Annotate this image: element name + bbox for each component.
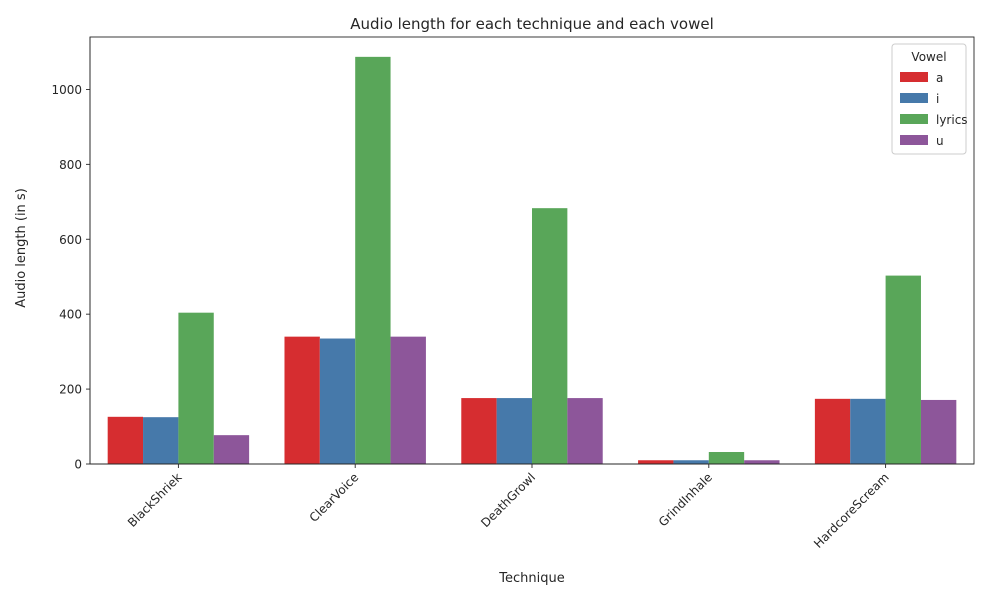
bar-deathgrowl-i xyxy=(496,398,532,464)
y-axis-label: Audio length (in s) xyxy=(14,188,29,308)
legend-swatch-lyrics xyxy=(900,114,928,124)
bar-deathgrowl-lyrics xyxy=(532,208,568,464)
bar-blackshriek-lyrics xyxy=(178,312,214,464)
legend-label-a: a xyxy=(936,71,943,85)
bar-clearvoice-a xyxy=(284,336,320,464)
legend-swatch-u xyxy=(900,135,928,145)
legend-box xyxy=(891,43,967,155)
legend-swatch-i xyxy=(900,93,928,103)
y-tick-label: 600 xyxy=(59,233,82,247)
bar-grindinhale-u xyxy=(744,460,780,464)
bar-grindinhale-lyrics xyxy=(708,452,745,464)
legend-title: Vowel xyxy=(911,50,946,64)
x-axis-label: Technique xyxy=(498,571,564,586)
legend-label-u: u xyxy=(936,134,944,148)
x-axis: BlackShriek ClearVoice DeathGrowl GrindInha… xyxy=(90,463,974,551)
bar-blackshriek-i xyxy=(143,417,179,464)
bar-blackshriek-u xyxy=(213,435,250,464)
x-tick-label: BlackShriek xyxy=(125,470,185,530)
bar-clearvoice-u xyxy=(390,336,426,464)
bar-hardcorescream-u xyxy=(920,399,957,464)
bar-blackshriek-a xyxy=(107,416,144,464)
y-tick-label: 400 xyxy=(59,308,82,322)
legend-swatch-a xyxy=(900,72,928,82)
legend-label-lyrics: lyrics xyxy=(936,113,968,127)
x-tick-label: HardcoreScream xyxy=(811,470,892,551)
chart-title: Audio length for each technique and each… xyxy=(350,15,714,33)
bar-deathgrowl-a xyxy=(461,398,497,464)
bar-clearvoice-lyrics xyxy=(355,56,391,464)
legend: Vowel ai lyrics u xyxy=(891,43,968,155)
x-tick-label: ClearVoice xyxy=(307,470,362,525)
x-tick-label: GrindInhale xyxy=(656,470,715,529)
bar-hardcorescream-i xyxy=(850,398,886,464)
y-tick-label: 800 xyxy=(59,158,82,172)
bar-deathgrowl-u xyxy=(567,398,603,464)
y-tick-label: 0 xyxy=(74,458,82,472)
bar-grindinhale-a xyxy=(638,460,674,464)
legend-label-i: i xyxy=(936,92,939,106)
bar-grindinhale-i xyxy=(673,460,709,464)
y-tick-label: 200 xyxy=(59,383,82,397)
bar-hardcorescream-lyrics xyxy=(885,275,921,464)
y-tick-label: 1000 xyxy=(51,83,82,97)
bar-clearvoice-i xyxy=(319,338,356,464)
y-axis: 0 200 400 600 800 1000 xyxy=(51,37,91,472)
bar-hardcorescream-a xyxy=(814,398,851,464)
x-tick-label: DeathGrowl xyxy=(478,470,538,530)
bars-group xyxy=(107,56,957,464)
